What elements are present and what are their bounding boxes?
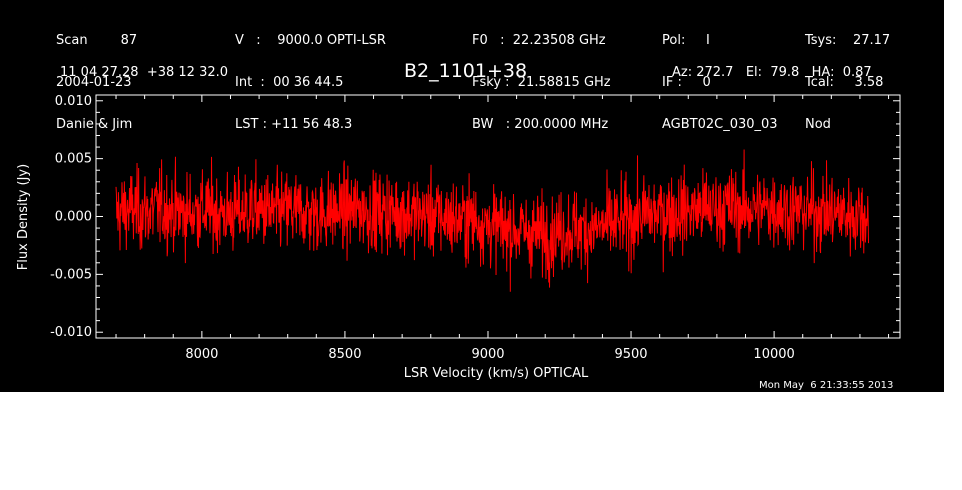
az-el-ha: Az: 272.7 El: 79.8 HA: 0.87 bbox=[672, 65, 872, 80]
header-col-pol: Pol: I IF : 0 AGBT02C_030_03 bbox=[662, 6, 778, 160]
spectrum-line bbox=[115, 149, 870, 292]
spectrum-trace-group bbox=[115, 149, 870, 292]
y-tick-label: 0.000 bbox=[55, 210, 92, 225]
tsys-line: Tsys: 27.17 bbox=[805, 33, 891, 48]
fsky-line: Fsky : 21.58815 GHz bbox=[472, 75, 611, 90]
if-line: IF : 0 bbox=[662, 75, 711, 90]
mode-line: Nod bbox=[805, 117, 831, 132]
velocity-line: V : 9000.0 OPTI-LSR bbox=[235, 33, 386, 48]
x-tick-label: 9000 bbox=[471, 347, 504, 362]
x-tick-label: 8500 bbox=[328, 347, 361, 362]
coordinates: 11 04 27.28 +38 12 32.0 bbox=[60, 65, 229, 80]
pol-line: Pol: I bbox=[662, 33, 710, 48]
spectrum-chart: 8000 8500 9000 9500 10000 -0.010 -0.005 0.000 0.… bbox=[16, 94, 901, 381]
y-tick-label: -0.005 bbox=[50, 267, 92, 282]
source-title: B2_1101+38 bbox=[404, 60, 528, 82]
y-tick-label: -0.010 bbox=[50, 325, 92, 340]
x-tick-label: 8000 bbox=[185, 347, 218, 362]
x-tick-label: 10000 bbox=[753, 347, 794, 362]
bw-line: BW : 200.0000 MHz bbox=[472, 117, 609, 132]
y-tick-label: 0.010 bbox=[55, 94, 92, 109]
project-line: AGBT02C_030_03 bbox=[662, 117, 778, 132]
f0-line: F0 : 22.23508 GHz bbox=[472, 33, 606, 48]
tcal-line: Tcal: 3.58 bbox=[805, 75, 884, 90]
scan-line: Scan 87 bbox=[56, 33, 138, 48]
y-tick-label: 0.005 bbox=[55, 152, 92, 167]
integration-line: Int : 00 36 44.5 bbox=[235, 75, 344, 90]
axis-ticks: 8000 8500 9000 9500 10000 -0.010 -0.005 0.000 0.… bbox=[50, 94, 900, 362]
x-axis-label: LSR Velocity (km/s) OPTICAL bbox=[404, 366, 589, 381]
date-line: 2004-01-23 bbox=[56, 75, 132, 90]
lst-line: LST : +11 56 48.3 bbox=[235, 117, 353, 132]
header-col-scan: Scan 87 2004-01-23 Danie & Jim bbox=[56, 6, 137, 160]
plot-window: Scan 87 2004-01-23 Danie & Jim V : 9000.… bbox=[0, 0, 944, 392]
header-col-velocity: V : 9000.0 OPTI-LSR Int : 00 36 44.5 LST… bbox=[235, 6, 386, 160]
header-col-frequency: F0 : 22.23508 GHz Fsky : 21.58815 GHz BW… bbox=[472, 6, 611, 160]
header-col-tsys: Tsys: 27.17 Tcal: 3.58 Nod bbox=[805, 6, 890, 160]
observer-line: Danie & Jim bbox=[56, 117, 133, 132]
y-axis-label: Flux Density (Jy) bbox=[16, 164, 31, 270]
plot-date: Mon May 6 21:33:55 2013 bbox=[759, 380, 894, 391]
x-tick-label: 9500 bbox=[614, 347, 647, 362]
